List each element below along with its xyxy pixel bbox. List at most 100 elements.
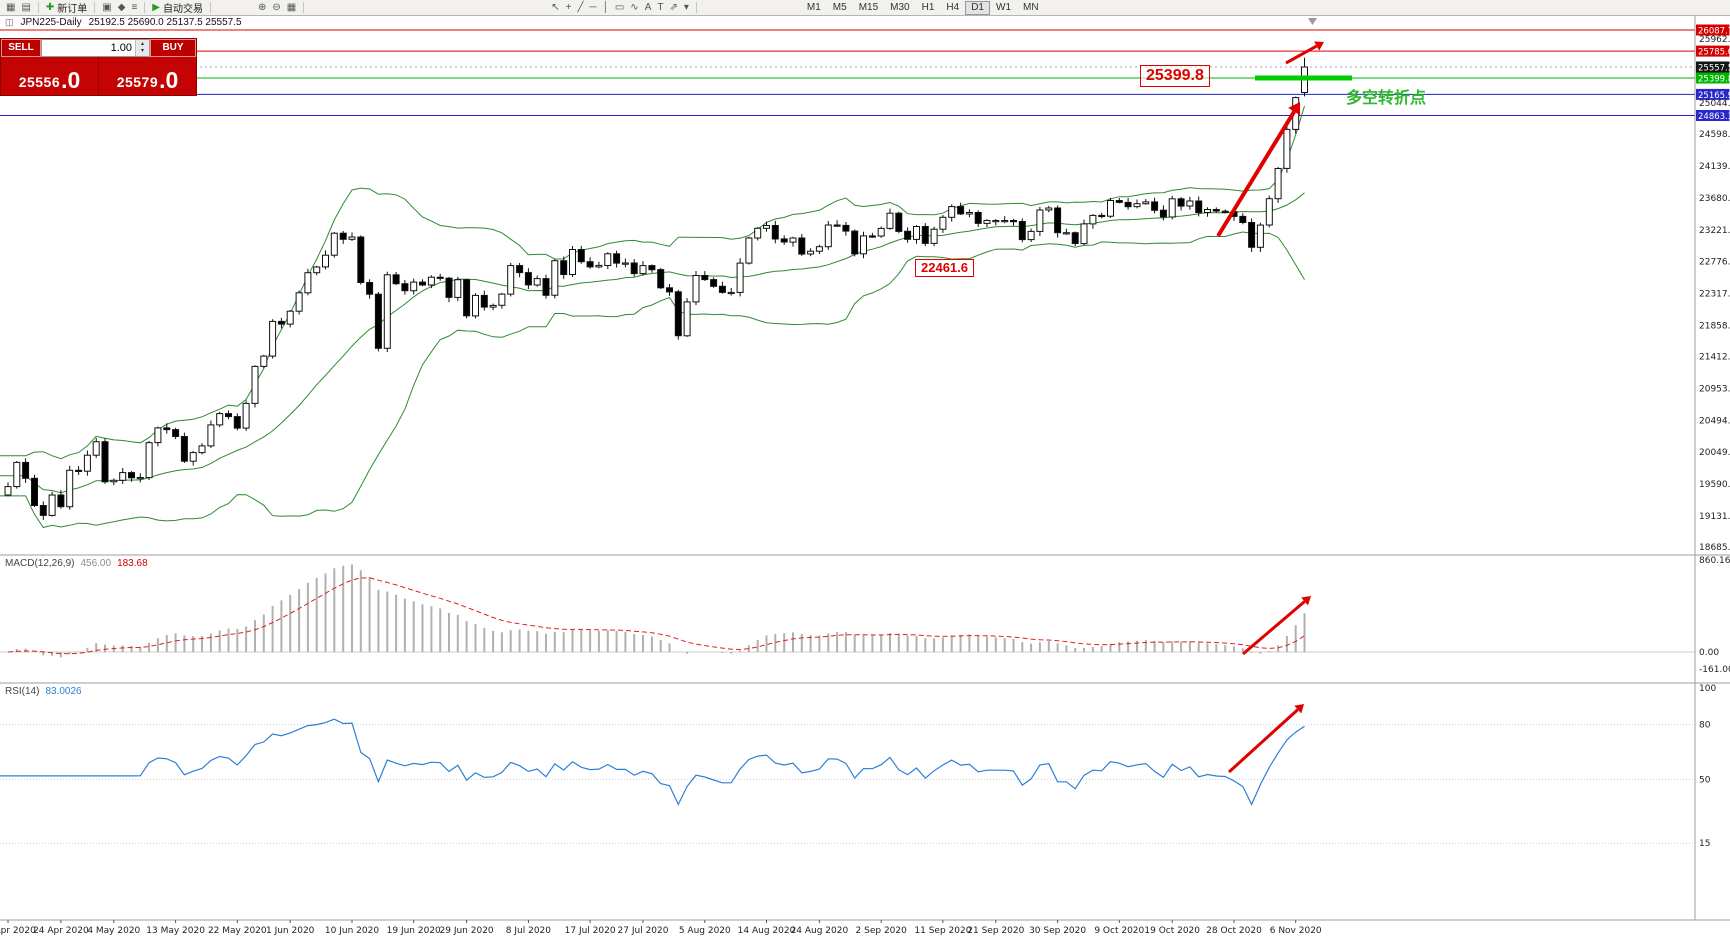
sell-price[interactable]: 25556.0 (1, 57, 99, 95)
svg-text:19 Oct 2020: 19 Oct 2020 (1144, 926, 1200, 936)
one-click-trading-panel: SELL ▴ ▾ BUY 25556.0 25579.0 (0, 38, 197, 96)
svg-text:25962.0: 25962.0 (1699, 35, 1730, 45)
buy-price[interactable]: 25579.0 (116, 67, 179, 93)
svg-text:24598.5: 24598.5 (1699, 130, 1730, 140)
svg-text:9 Oct 2020: 9 Oct 2020 (1094, 926, 1144, 936)
svg-text:17 Jul 2020: 17 Jul 2020 (565, 926, 616, 936)
trendline-icon[interactable]: ╱ (577, 2, 584, 13)
timeframe-h1[interactable]: H1 (921, 1, 935, 13)
turning-point-note[interactable]: 多空转折点 (1346, 90, 1427, 107)
new-order-button[interactable]: ✚ 新订单 (45, 2, 88, 15)
svg-text:29 Jun 2020: 29 Jun 2020 (440, 926, 494, 936)
timeframe-m5[interactable]: M5 (832, 1, 847, 13)
svg-text:24 Apr 2020: 24 Apr 2020 (33, 926, 89, 936)
rectangle-icon[interactable]: ▭ (614, 2, 625, 13)
market-watch-icon[interactable]: ▣ (102, 2, 112, 13)
price-axis[interactable]: 24598.5 24139.5 23680.6 23221.5 22776.6 22317… (1696, 24, 1730, 850)
svg-text:4 May 2020: 4 May 2020 (87, 926, 140, 936)
svg-text:14 Aug 2020: 14 Aug 2020 (738, 926, 796, 936)
zoom-in-icon[interactable]: ⊕ (258, 2, 267, 13)
svg-text:21412.5: 21412.5 (1699, 353, 1730, 363)
svg-text:21 Sep 2020: 21 Sep 2020 (967, 926, 1024, 936)
svg-text:22 May 2020: 22 May 2020 (208, 926, 267, 936)
crosshair-icon[interactable]: + (565, 2, 572, 13)
volume-stepper[interactable]: ▴ ▾ (41, 39, 150, 57)
rsi-layer[interactable] (0, 718, 1305, 806)
symbol-name: JPN225-Daily (20, 17, 82, 28)
volume-input[interactable] (42, 40, 135, 56)
new-chart-icon[interactable]: ▦ (6, 2, 16, 13)
svg-text:28 Oct 2020: 28 Oct 2020 (1206, 926, 1262, 936)
timeframe-w1[interactable]: W1 (996, 1, 1011, 13)
svg-text:15: 15 (1699, 839, 1710, 849)
svg-text:23680.6: 23680.6 (1699, 194, 1730, 204)
sell-button[interactable]: SELL (1, 39, 41, 57)
svg-text:23221.5: 23221.5 (1699, 226, 1730, 236)
svg-text:18685.5: 18685.5 (1699, 543, 1730, 553)
dropdown-icon[interactable]: ▾ (683, 2, 689, 13)
terminal-icon[interactable]: ≡ (131, 2, 138, 13)
zoom-out-icon[interactable]: ⊖ (272, 2, 281, 13)
toolbar-separator (210, 2, 211, 13)
svg-text:6 Nov 2020: 6 Nov 2020 (1270, 926, 1322, 936)
auto-trading-button[interactable]: ▶ 自动交易 (152, 2, 203, 15)
toolbar-separator (144, 2, 146, 13)
svg-text:0.00: 0.00 (1699, 648, 1719, 658)
svg-text:8 Jul 2020: 8 Jul 2020 (506, 926, 551, 936)
timeframe-m15[interactable]: M15 (858, 1, 879, 13)
vertical-line-icon[interactable]: │ (602, 2, 609, 13)
horizontal-line-icon[interactable]: ─ (589, 2, 597, 13)
svg-text:10 Jun 2020: 10 Jun 2020 (325, 926, 379, 936)
toolbar: ▦ ▤ ✚ 新订单 ▣ ◆ ≡ ▶ 自动交易 ⊕ ⊖ ▦ ↖ + ╱ ─ │ ▭ ∿ A T ⇗ ▾ M1 M5 M15 M30 H1… (0, 0, 1730, 16)
price-level-annotation[interactable]: 25399.8 (1140, 65, 1210, 87)
svg-text:13 May 2020: 13 May 2020 (146, 926, 205, 936)
svg-text:860.16: 860.16 (1699, 556, 1730, 566)
volume-down-icon[interactable]: ▾ (140, 48, 144, 54)
wave-icon[interactable]: ∿ (630, 2, 639, 13)
svg-text:25557.5: 25557.5 (1698, 64, 1730, 74)
svg-text:80: 80 (1699, 721, 1711, 731)
timeframe-d1[interactable]: D1 (965, 0, 990, 15)
svg-text:5 Aug 2020: 5 Aug 2020 (679, 926, 731, 936)
svg-text:20494.5: 20494.5 (1699, 417, 1730, 427)
svg-text:25785.0: 25785.0 (1698, 48, 1730, 58)
svg-text:22317.0: 22317.0 (1699, 289, 1730, 299)
timeframe-m30[interactable]: M30 (890, 1, 910, 13)
arrow-tool-icon[interactable]: ⇗ (669, 2, 678, 13)
chart-profiles-icon[interactable]: ▤ (21, 2, 31, 13)
cursor-icon[interactable]: ↖ (551, 2, 560, 13)
macd-indicator-label: MACD(12,26,9) 456.00 183.68 (5, 558, 148, 569)
tile-windows-icon[interactable]: ▦ (286, 2, 297, 13)
svg-text:19590.5: 19590.5 (1699, 480, 1730, 490)
svg-text:25044.0: 25044.0 (1699, 99, 1730, 109)
toolbar-separator (303, 2, 305, 13)
label-icon[interactable]: T (657, 2, 664, 13)
main-chart-layer[interactable] (0, 29, 1695, 529)
svg-text:16 Apr 2020: 16 Apr 2020 (0, 926, 36, 936)
svg-text:26087.7: 26087.7 (1698, 27, 1730, 37)
timeframe-h4[interactable]: H4 (946, 1, 960, 13)
timeframe-mn[interactable]: MN (1023, 1, 1039, 13)
svg-text:100: 100 (1699, 684, 1716, 694)
volume-up-icon[interactable]: ▴ (140, 41, 144, 47)
macd-layer[interactable] (0, 564, 1695, 658)
toolbar-separator (37, 2, 39, 13)
svg-text:25399.8: 25399.8 (1698, 75, 1730, 85)
svg-text:50: 50 (1699, 775, 1711, 785)
price-level-annotation[interactable]: 22461.6 (915, 259, 974, 277)
navigator-icon[interactable]: ◆ (117, 2, 126, 13)
svg-text:21858.5: 21858.5 (1699, 321, 1730, 331)
svg-text:24 Aug 2020: 24 Aug 2020 (791, 926, 849, 936)
svg-text:25165.9: 25165.9 (1698, 91, 1730, 101)
svg-text:-161.00: -161.00 (1699, 665, 1730, 675)
rsi-indicator-label: RSI(14) 83.0026 (5, 686, 82, 697)
ohlc-values: 25192.5 25690.0 25137.5 25557.5 (88, 17, 242, 28)
timeframe-m1[interactable]: M1 (806, 1, 821, 13)
chart-shift-marker (1308, 18, 1317, 25)
svg-text:30 Sep 2020: 30 Sep 2020 (1029, 926, 1086, 936)
buy-button[interactable]: BUY (150, 39, 196, 57)
text-icon[interactable]: A (644, 2, 652, 13)
